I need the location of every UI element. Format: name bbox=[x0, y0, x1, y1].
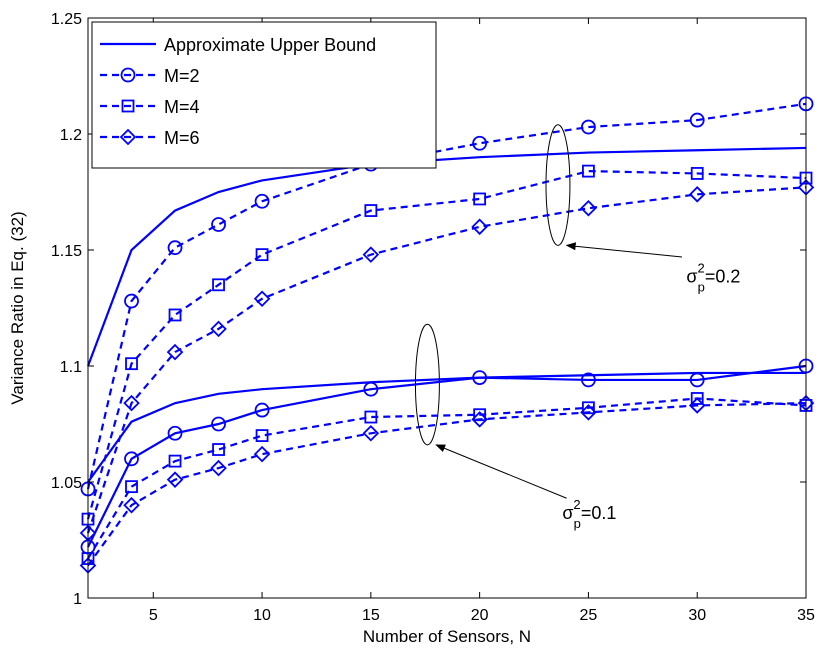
square-marker bbox=[364, 410, 378, 424]
diamond-marker bbox=[362, 246, 380, 263]
circle-marker bbox=[581, 372, 596, 388]
series-layer bbox=[79, 96, 815, 574]
circle-marker bbox=[472, 370, 488, 386]
square-marker bbox=[125, 357, 138, 371]
diamond-marker bbox=[119, 128, 137, 146]
square-marker bbox=[168, 308, 182, 322]
circle-marker bbox=[472, 135, 488, 151]
diamond-marker bbox=[123, 496, 140, 514]
annotation-arrow bbox=[565, 242, 683, 258]
series-line bbox=[86, 146, 807, 367]
legend-label: M=6 bbox=[164, 128, 200, 148]
series-0.1-2 bbox=[81, 392, 813, 565]
square-marker bbox=[125, 480, 138, 494]
circle-marker bbox=[124, 293, 139, 309]
x-axis-label: Number of Sensors, N bbox=[363, 627, 531, 646]
series-line bbox=[86, 102, 807, 490]
diamond-marker bbox=[123, 394, 140, 412]
circle-marker bbox=[689, 112, 705, 128]
circle-marker bbox=[581, 119, 596, 135]
y-tick-label: 1.15 bbox=[51, 243, 82, 260]
square-marker bbox=[473, 192, 487, 206]
diamond-marker bbox=[362, 425, 380, 442]
x-tick-label: 35 bbox=[797, 607, 815, 624]
circle-marker bbox=[363, 381, 379, 397]
square-marker bbox=[121, 99, 135, 113]
x-tick-label: 30 bbox=[688, 607, 706, 624]
y-axis-label: Variance Ratio in Eq. (32) bbox=[8, 211, 27, 404]
x-tick-label: 25 bbox=[580, 607, 598, 624]
circle-marker bbox=[124, 451, 139, 467]
diamond-marker bbox=[210, 459, 227, 477]
diamond-marker bbox=[471, 218, 488, 236]
series-line bbox=[87, 371, 806, 483]
legend-label: M=4 bbox=[164, 97, 200, 117]
square-marker bbox=[168, 454, 182, 468]
x-tick-label: 15 bbox=[362, 607, 380, 624]
series-0.1-0 bbox=[87, 371, 806, 483]
tick-layer: 5 10 15 20 25 30 35 1 1.05 1.1 1.15 1.2 1.25 bbox=[51, 11, 815, 624]
series-0.2-2 bbox=[81, 164, 813, 526]
diamond-marker bbox=[471, 411, 488, 428]
circle-marker bbox=[254, 402, 270, 418]
legend-entry: M=6 bbox=[100, 128, 200, 148]
series-line bbox=[87, 397, 807, 560]
circle-marker bbox=[167, 425, 183, 441]
y-tick-label: 1.05 bbox=[51, 475, 82, 492]
y-tick-label: 1.25 bbox=[51, 11, 82, 28]
circle-marker bbox=[211, 217, 226, 232]
series-line bbox=[87, 364, 807, 548]
square-marker bbox=[212, 278, 225, 292]
x-tick-label: 5 bbox=[149, 607, 158, 624]
series-line bbox=[87, 402, 807, 567]
y-tick-label: 1.2 bbox=[60, 127, 82, 144]
circle-marker bbox=[254, 193, 270, 209]
square-marker bbox=[255, 429, 269, 443]
series-0.1-1 bbox=[80, 358, 814, 555]
legend-label: Approximate Upper Bound bbox=[164, 35, 376, 55]
plot-frame bbox=[87, 17, 807, 599]
series-0.2-0 bbox=[86, 146, 807, 367]
square-marker bbox=[690, 392, 704, 405]
diamond-marker bbox=[688, 397, 706, 414]
legend-entry: M=4 bbox=[100, 97, 200, 117]
diamond-marker bbox=[580, 199, 597, 217]
square-marker bbox=[212, 443, 225, 456]
y-tick-label: 1.1 bbox=[60, 359, 82, 376]
legend-entry: Approximate Upper Bound bbox=[100, 35, 376, 55]
legend-label: M=2 bbox=[164, 66, 200, 86]
legend: Approximate Upper Bound M=2 M=4 M=6 bbox=[91, 21, 437, 169]
series-line bbox=[86, 186, 807, 534]
diamond-marker bbox=[166, 471, 184, 488]
annotation-label: σ2 p=0.2 bbox=[686, 260, 740, 294]
annotation-layer: σ2 p=0.2 σ2 p=0.1 bbox=[414, 124, 740, 531]
diamond-marker bbox=[580, 404, 597, 421]
circle-marker bbox=[689, 372, 705, 388]
group-ellipse bbox=[414, 323, 440, 446]
diamond-marker bbox=[253, 290, 271, 307]
y-tick-label: 1 bbox=[73, 591, 82, 608]
circle-marker bbox=[167, 240, 183, 256]
legend-entry: M=2 bbox=[100, 66, 200, 86]
diamond-marker bbox=[253, 445, 271, 463]
x-tick-label: 10 bbox=[253, 607, 271, 624]
annotation-label: σ2 p=0.1 bbox=[562, 497, 616, 531]
diamond-marker bbox=[688, 186, 706, 203]
series-line bbox=[86, 170, 807, 520]
circle-marker bbox=[211, 416, 226, 432]
square-marker bbox=[255, 248, 269, 262]
annotation-arrow bbox=[435, 444, 567, 499]
diamond-marker bbox=[166, 343, 184, 361]
square-marker bbox=[690, 167, 704, 180]
series-0.2-3 bbox=[79, 179, 815, 542]
x-tick-label: 20 bbox=[471, 607, 489, 624]
square-marker bbox=[364, 204, 378, 217]
series-0.1-3 bbox=[79, 394, 815, 574]
group-ellipse bbox=[545, 124, 571, 246]
circle-marker bbox=[120, 67, 136, 83]
square-marker bbox=[582, 164, 595, 178]
diamond-marker bbox=[210, 320, 227, 338]
legend-box bbox=[91, 21, 437, 169]
